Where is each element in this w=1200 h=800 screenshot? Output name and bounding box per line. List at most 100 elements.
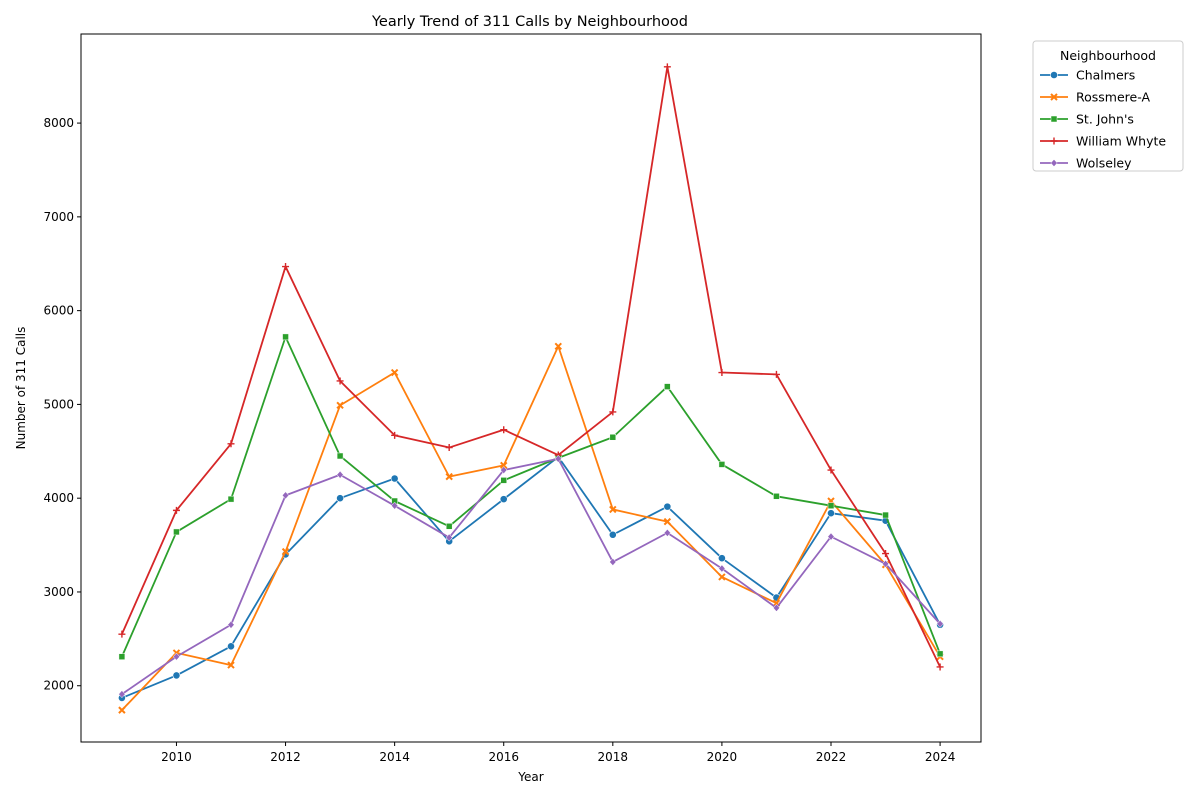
legend-entry-st-john-s: St. John's [1040,112,1134,127]
legend-label: St. John's [1076,112,1134,127]
legend-entry-rossmere-a: Rossmere-A [1040,90,1150,105]
data-point-rossmere-a [554,342,562,350]
legend-marker [1050,71,1058,79]
x-tick-label: 2012 [270,750,301,764]
legend-label: Chalmers [1076,68,1135,83]
x-tick-label: 2024 [925,750,956,764]
data-point-william-whyte [282,263,290,271]
data-point-wolseley [827,532,835,541]
y-tick-label: 7000 [43,210,74,224]
y-axis: 2000 3000 4000 5000 6000 7000 8000 [43,116,81,693]
data-point-william-whyte [172,506,180,514]
data-point-william-whyte [227,440,235,448]
data-point-william-whyte [391,431,399,439]
data-point-st-john-s [227,495,235,503]
data-point-st-john-s [609,433,617,441]
data-point-rossmere-a [336,401,344,410]
plot-area [118,63,944,714]
x-tick-label: 2022 [816,750,847,764]
data-point-wolseley [609,557,617,566]
data-point-st-john-s [882,511,889,519]
data-point-chalmers [827,509,835,518]
data-point-st-john-s [827,502,835,509]
data-point-rossmere-a [663,517,672,526]
data-point-st-john-s [664,383,671,390]
legend-marker [1050,93,1058,101]
data-point-rossmere-a [500,461,508,470]
legend-entry-wolseley: Wolseley [1040,156,1132,171]
data-point-chalmers [608,530,617,539]
legend-marker [1050,159,1058,167]
legend-entry-chalmers: Chalmers [1040,68,1135,83]
data-point-wolseley [772,603,780,612]
data-point-wolseley [882,559,890,568]
data-point-william-whyte [718,369,726,377]
x-axis: 2010 2012 2014 2016 2018 2020 2022 2024 [161,742,955,764]
data-point-chalmers [390,474,399,483]
legend-label: Wolseley [1076,156,1132,171]
data-point-st-john-s [445,523,453,530]
data-point-st-john-s [282,333,289,341]
data-point-william-whyte [936,663,944,671]
data-point-wolseley [391,501,399,510]
data-point-wolseley [663,528,671,537]
y-tick-label: 5000 [43,397,74,411]
y-tick-label: 3000 [43,585,74,599]
data-point-st-john-s [173,528,180,536]
x-tick-label: 2020 [707,750,738,764]
series-line-william-whyte [121,65,941,668]
data-point-wolseley [227,620,235,629]
legend-label: Rossmere-A [1076,90,1150,105]
data-point-rossmere-a [227,661,235,669]
data-point-st-john-s [500,477,507,484]
data-point-wolseley [172,652,180,661]
data-point-chalmers [718,554,726,563]
data-point-wolseley [554,454,562,463]
x-tick-label: 2016 [488,750,519,764]
data-point-st-john-s [936,650,944,658]
legend-marker [1050,137,1058,145]
data-point-william-whyte [772,370,780,378]
data-point-chalmers [172,671,181,680]
legend-frame [1032,40,1184,172]
y-axis-title: Number of 311 Calls [14,327,28,450]
plot-frame [80,33,982,743]
data-point-wolseley [936,619,944,628]
legend-title: Neighbourhood [1060,48,1156,63]
x-tick-label: 2014 [379,750,410,764]
data-point-chalmers [227,642,235,651]
data-point-william-whyte [336,377,344,385]
series-line-st-john-s [121,335,941,658]
data-point-william-whyte [118,630,126,638]
data-point-rossmere-a [609,505,617,514]
data-point-wolseley [282,491,290,500]
data-point-chalmers [336,494,344,503]
series-wolseley [118,454,944,699]
data-point-wolseley [336,470,344,479]
data-point-rossmere-a [445,472,453,481]
series-line-wolseley [121,457,941,695]
x-tick-label: 2010 [161,750,192,764]
series-william-whyte [118,63,944,671]
data-point-william-whyte [609,408,617,416]
x-axis-title: Year [517,770,543,784]
y-tick-label: 6000 [43,304,74,318]
series-line-rossmere-a [121,345,941,711]
y-tick-label: 8000 [43,116,74,130]
data-point-william-whyte [827,466,835,474]
legend-label: William Whyte [1076,134,1166,149]
legend-marker [1050,115,1058,123]
y-tick-label: 4000 [43,491,74,505]
series-chalmers [118,453,944,702]
series-rossmere-a [118,342,944,714]
series-st-john-s [118,333,944,660]
data-point-william-whyte [500,426,508,434]
data-point-st-john-s [118,653,126,660]
chart-title: Yearly Trend of 311 Calls by Neighbourho… [371,14,688,30]
data-point-rossmere-a [118,706,126,714]
data-point-wolseley [445,533,453,542]
y-tick-label: 2000 [43,679,74,693]
legend-entry-william-whyte: William Whyte [1040,134,1166,149]
data-point-william-whyte [882,550,890,558]
